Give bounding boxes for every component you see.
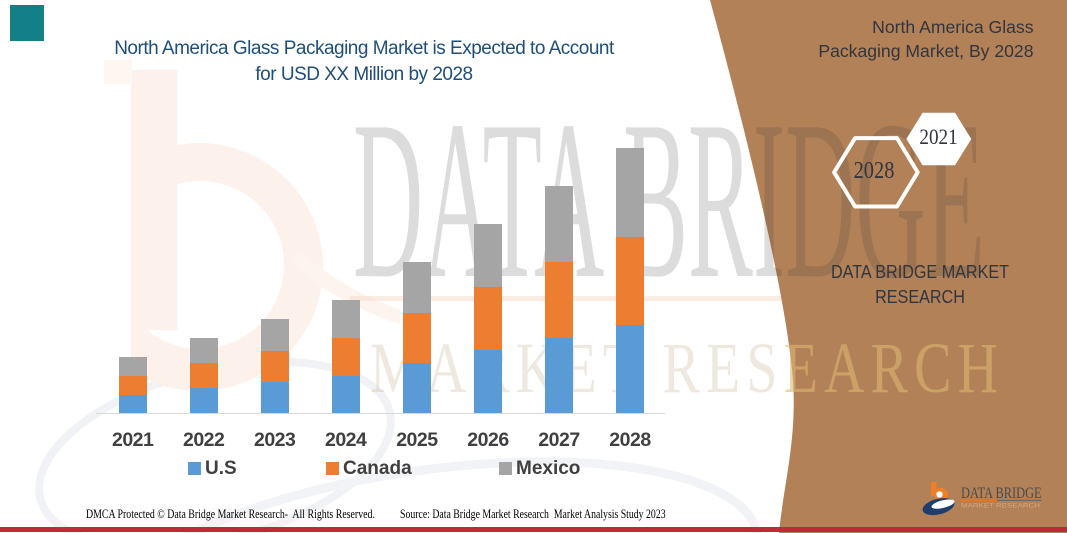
svg-text:DATA BRIDGE: DATA BRIDGE: [961, 485, 1042, 502]
svg-text:MARKET RESEARCH: MARKET RESEARCH: [961, 503, 1040, 510]
